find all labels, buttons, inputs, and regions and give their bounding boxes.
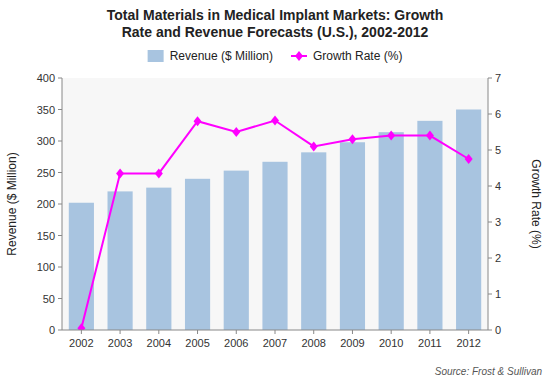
y2-axis xyxy=(488,78,489,330)
y-tick xyxy=(488,186,492,187)
x-tick-label: 2012 xyxy=(456,337,480,349)
y-tick-label: 300 xyxy=(37,135,55,147)
x-tick xyxy=(158,330,159,334)
marker xyxy=(348,134,356,144)
y-tick xyxy=(58,172,62,173)
legend-label: Growth Rate (%) xyxy=(313,49,402,63)
x-tick xyxy=(313,330,314,334)
y-tick-label: 3 xyxy=(495,216,501,228)
y-tick xyxy=(488,150,492,151)
y-tick xyxy=(488,330,492,331)
title-line: Rate and Revenue Forecasts (U.S.), 2002-… xyxy=(122,24,429,40)
y-tick xyxy=(58,78,62,79)
legend-marker xyxy=(295,51,303,61)
bar xyxy=(379,132,404,330)
y-tick-label: 1 xyxy=(495,288,501,300)
y-tick xyxy=(58,330,62,331)
y-tick-label: 250 xyxy=(37,167,55,179)
x-tick xyxy=(429,330,430,334)
bar xyxy=(262,162,287,330)
legend: Revenue ($ Million) Growth Rate (%) xyxy=(148,49,403,63)
marker xyxy=(155,168,163,178)
y-tick xyxy=(58,235,62,236)
y-tick xyxy=(488,114,492,115)
x-tick xyxy=(468,330,469,334)
plot-background xyxy=(62,78,488,330)
y-tick-label: 2 xyxy=(495,252,501,264)
marker xyxy=(77,323,85,330)
y-tick xyxy=(58,109,62,110)
marker xyxy=(194,116,202,126)
x-tick xyxy=(197,330,198,334)
y-tick-label: 400 xyxy=(37,72,55,84)
x-tick-label: 2002 xyxy=(69,337,93,349)
x-tick xyxy=(81,330,82,334)
y-tick-label: 100 xyxy=(37,261,55,273)
x-tick-label: 2005 xyxy=(185,337,209,349)
marker xyxy=(310,141,318,151)
y-tick-label: 50 xyxy=(43,293,55,305)
y-axis-label: Revenue ($ Million) xyxy=(5,152,19,255)
bar xyxy=(301,152,326,330)
y-tick xyxy=(58,204,62,205)
title-line: Total Materials in Medical Implant Marke… xyxy=(107,7,444,23)
bar xyxy=(456,110,481,331)
marker xyxy=(387,131,395,141)
chart: Total Materials in Medical Implant Marke… xyxy=(0,0,550,381)
y-tick-label: 4 xyxy=(495,180,501,192)
y-tick xyxy=(58,141,62,142)
y-tick xyxy=(488,78,492,79)
bar xyxy=(340,142,365,330)
annotation: Source: Frost & Sullivan xyxy=(435,366,543,377)
marks xyxy=(69,110,481,331)
x-tick xyxy=(120,330,121,334)
legend-label: Revenue ($ Million) xyxy=(170,49,273,63)
line xyxy=(81,120,468,328)
y-tick-label: 6 xyxy=(495,108,501,120)
y-tick-label: 0 xyxy=(49,324,55,336)
y-tick-label: 150 xyxy=(37,230,55,242)
y-tick-label: 0 xyxy=(495,324,501,336)
x-tick xyxy=(391,330,392,334)
y-tick xyxy=(58,267,62,268)
marker xyxy=(232,127,240,137)
y-tick-label: 200 xyxy=(37,198,55,210)
y2-axis-label: Growth Rate (%) xyxy=(529,159,543,248)
bar xyxy=(185,179,210,330)
marker xyxy=(426,131,434,141)
x-tick-label: 2010 xyxy=(379,337,403,349)
y-tick xyxy=(488,222,492,223)
x-tick-label: 2009 xyxy=(340,337,364,349)
marker xyxy=(271,115,279,125)
bar xyxy=(417,121,442,330)
y-tick xyxy=(58,298,62,299)
x-tick xyxy=(275,330,276,334)
x-tick-label: 2007 xyxy=(263,337,287,349)
bar xyxy=(146,188,171,330)
x-tick-label: 2006 xyxy=(224,337,248,349)
x-tick-label: 2011 xyxy=(418,337,442,349)
y-tick xyxy=(488,258,492,259)
y-tick-label: 7 xyxy=(495,72,501,84)
marker xyxy=(465,154,473,164)
x-tick-label: 2008 xyxy=(301,337,325,349)
x-tick-label: 2004 xyxy=(147,337,171,349)
bar xyxy=(224,171,249,330)
y-tick-label: 350 xyxy=(37,104,55,116)
bar xyxy=(69,203,94,330)
x-tick-label: 2003 xyxy=(108,337,132,349)
y-tick xyxy=(488,294,492,295)
x-tick xyxy=(236,330,237,334)
y-tick-label: 5 xyxy=(495,144,501,156)
title: Total Materials in Medical Implant Marke… xyxy=(107,7,444,40)
marker xyxy=(116,168,124,178)
legend-swatch xyxy=(148,50,164,62)
x-tick xyxy=(352,330,353,334)
